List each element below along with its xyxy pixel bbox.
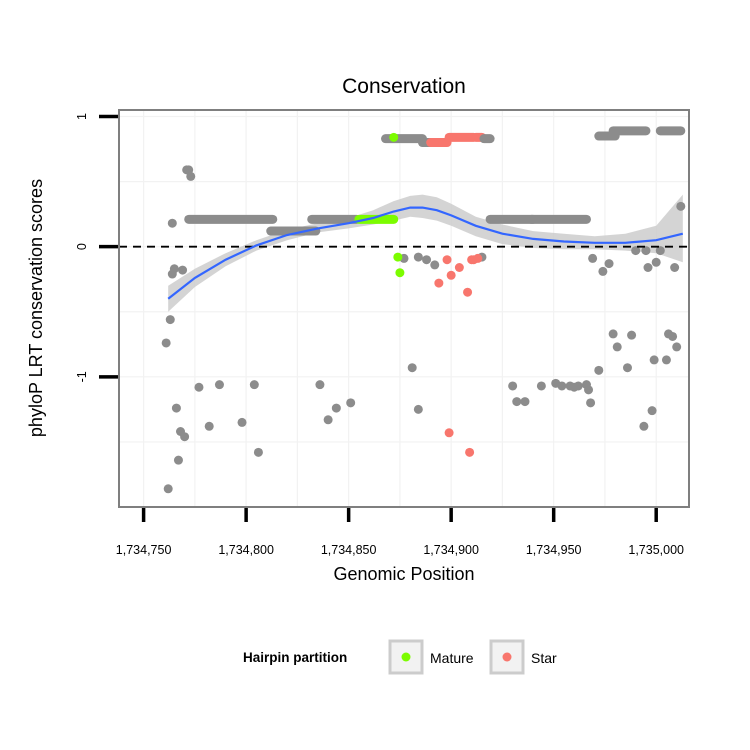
x-tick-label: 1,734,800 [218, 543, 274, 557]
confidence-band [168, 194, 683, 312]
data-point-other [249, 380, 259, 390]
data-point-other [163, 484, 173, 494]
data-point-other [641, 246, 651, 256]
data-point-other [167, 218, 177, 228]
y-axis-title: phyloP LRT conservation scores [26, 179, 46, 437]
legend-label-mature: Mature [430, 650, 474, 666]
data-point-other [536, 381, 546, 391]
data-point-other [407, 363, 417, 373]
data-point-mature [389, 132, 399, 142]
x-axis-title: Genomic Position [333, 564, 474, 584]
chart-title: Conservation [342, 75, 466, 98]
data-point-other [608, 329, 618, 339]
y-axis: 1 0 -1 [75, 113, 118, 382]
data-point-mature [395, 268, 405, 278]
data-point-other [627, 330, 637, 340]
data-point-other [661, 355, 671, 365]
legend-swatch-star [502, 652, 512, 662]
data-point-other [647, 406, 657, 416]
data-point-star [454, 262, 464, 272]
data-point-other [520, 397, 530, 407]
data-point-other [612, 342, 622, 352]
smooth-trend-line [167, 206, 684, 300]
legend-item-star: Star [489, 639, 557, 675]
data-point-star [442, 255, 452, 265]
data-point-other [180, 432, 190, 442]
data-point-other [670, 262, 680, 272]
plot-border [118, 109, 690, 508]
plot-panel [119, 110, 689, 507]
legend-item-mature: Mature [388, 639, 474, 675]
data-point-star [446, 270, 456, 280]
data-point-other [315, 380, 325, 390]
data-point-other [668, 331, 678, 341]
data-point-other [508, 381, 518, 391]
legend-title: Hairpin partition [243, 650, 347, 665]
data-point-other [557, 381, 567, 391]
data-point-other [512, 397, 522, 407]
data-point-other [588, 253, 598, 263]
data-point-other [169, 264, 179, 274]
legend-label-star: Star [531, 650, 557, 666]
data-point-other [331, 403, 341, 413]
x-tick-label: 1,734,900 [423, 543, 479, 557]
data-point-other [631, 246, 641, 256]
data-point-other [622, 363, 632, 373]
data-point-other [672, 342, 682, 352]
data-point-star [444, 428, 454, 438]
data-point-other [178, 265, 188, 275]
data-point-other [237, 417, 247, 427]
data-point-other [173, 455, 183, 465]
data-point-other [639, 421, 649, 431]
data-point-other [165, 315, 175, 325]
data-point-other [598, 266, 608, 276]
data-point-other [214, 380, 224, 390]
x-axis: 1,734,750 1,734,800 1,734,850 1,734,900 1,73… [116, 508, 684, 557]
data-point-other [604, 259, 614, 269]
data-point-other [649, 355, 659, 365]
data-point-other [161, 338, 171, 348]
x-tick-label: 1,735,000 [628, 543, 684, 557]
data-point-other [676, 201, 686, 211]
data-point-other [413, 252, 423, 262]
legend-swatch-mature [401, 652, 411, 662]
data-point-star [473, 253, 483, 263]
data-point-other [413, 404, 423, 414]
data-point-other [204, 421, 214, 431]
data-point-other [573, 381, 583, 391]
data-point-other [323, 415, 333, 425]
data-point-other [346, 398, 356, 408]
y-tick-label: 1 [75, 113, 89, 120]
data-point-other [422, 255, 432, 265]
y-tick-label: 0 [75, 243, 89, 250]
data-point-other [430, 260, 440, 270]
x-tick-label: 1,734,750 [116, 543, 172, 557]
data-point-star [463, 287, 473, 297]
data-point-other [186, 171, 196, 181]
data-point-other [171, 403, 181, 413]
data-point-other [651, 257, 661, 267]
y-tick-label: -1 [75, 371, 89, 382]
x-tick-label: 1,734,950 [526, 543, 582, 557]
data-point-star [465, 447, 475, 457]
data-point-other [253, 447, 263, 457]
data-point-other [586, 398, 596, 408]
data-point-other [594, 365, 604, 375]
data-point-other [655, 246, 665, 256]
data-point-other [643, 262, 653, 272]
data-points [161, 132, 686, 494]
data-point-other [584, 385, 594, 395]
y-axis-title-group: phyloP LRT conservation scores [26, 179, 46, 437]
data-point-star [434, 278, 444, 288]
data-point-mature [393, 252, 403, 262]
data-point-other [194, 382, 204, 392]
x-tick-label: 1,734,850 [321, 543, 377, 557]
legend: Hairpin partition Mature Star [243, 639, 557, 675]
